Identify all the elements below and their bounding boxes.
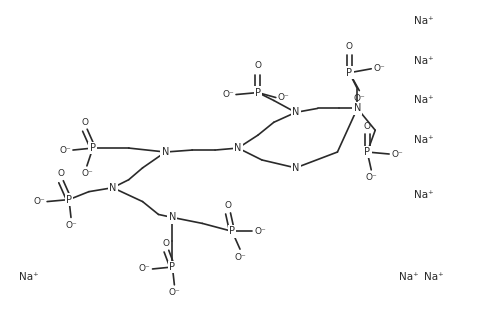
Text: O⁻: O⁻ [277,93,289,102]
Text: O⁻: O⁻ [253,227,265,236]
Text: O: O [163,239,169,248]
Text: Na⁺: Na⁺ [413,56,433,66]
Text: Na⁺: Na⁺ [413,95,433,105]
Text: O: O [345,42,352,52]
Text: O: O [363,122,370,131]
Text: O⁻: O⁻ [222,90,233,99]
Text: Na⁺: Na⁺ [413,190,433,200]
Text: O⁻: O⁻ [59,146,71,154]
Text: O⁻: O⁻ [65,221,77,230]
Text: N: N [168,212,176,222]
Text: Na⁺: Na⁺ [423,272,443,282]
Text: O⁻: O⁻ [33,197,45,206]
Text: P: P [66,195,72,205]
Text: Na⁺: Na⁺ [398,272,418,282]
Text: P: P [169,262,175,272]
Text: P: P [254,87,260,98]
Text: O⁻: O⁻ [353,94,364,103]
Text: Na⁺: Na⁺ [413,16,433,26]
Text: P: P [346,68,352,78]
Text: N: N [291,108,299,117]
Text: O: O [81,118,88,127]
Text: P: P [228,226,235,236]
Text: O⁻: O⁻ [372,64,384,73]
Text: O⁻: O⁻ [168,288,180,297]
Text: O: O [254,61,261,70]
Text: N: N [234,143,241,153]
Text: N: N [353,104,360,113]
Text: O⁻: O⁻ [138,265,150,273]
Text: O⁻: O⁻ [365,173,376,182]
Text: P: P [363,147,370,157]
Text: N: N [291,163,299,173]
Text: N: N [161,147,169,157]
Text: O⁻: O⁻ [81,169,93,178]
Text: Na⁺: Na⁺ [413,135,433,145]
Text: P: P [90,143,96,153]
Text: O⁻: O⁻ [390,150,402,159]
Text: N: N [109,183,116,193]
Text: O: O [58,169,64,178]
Text: O⁻: O⁻ [234,252,245,262]
Text: O: O [224,201,231,210]
Text: Na⁺: Na⁺ [19,272,39,282]
